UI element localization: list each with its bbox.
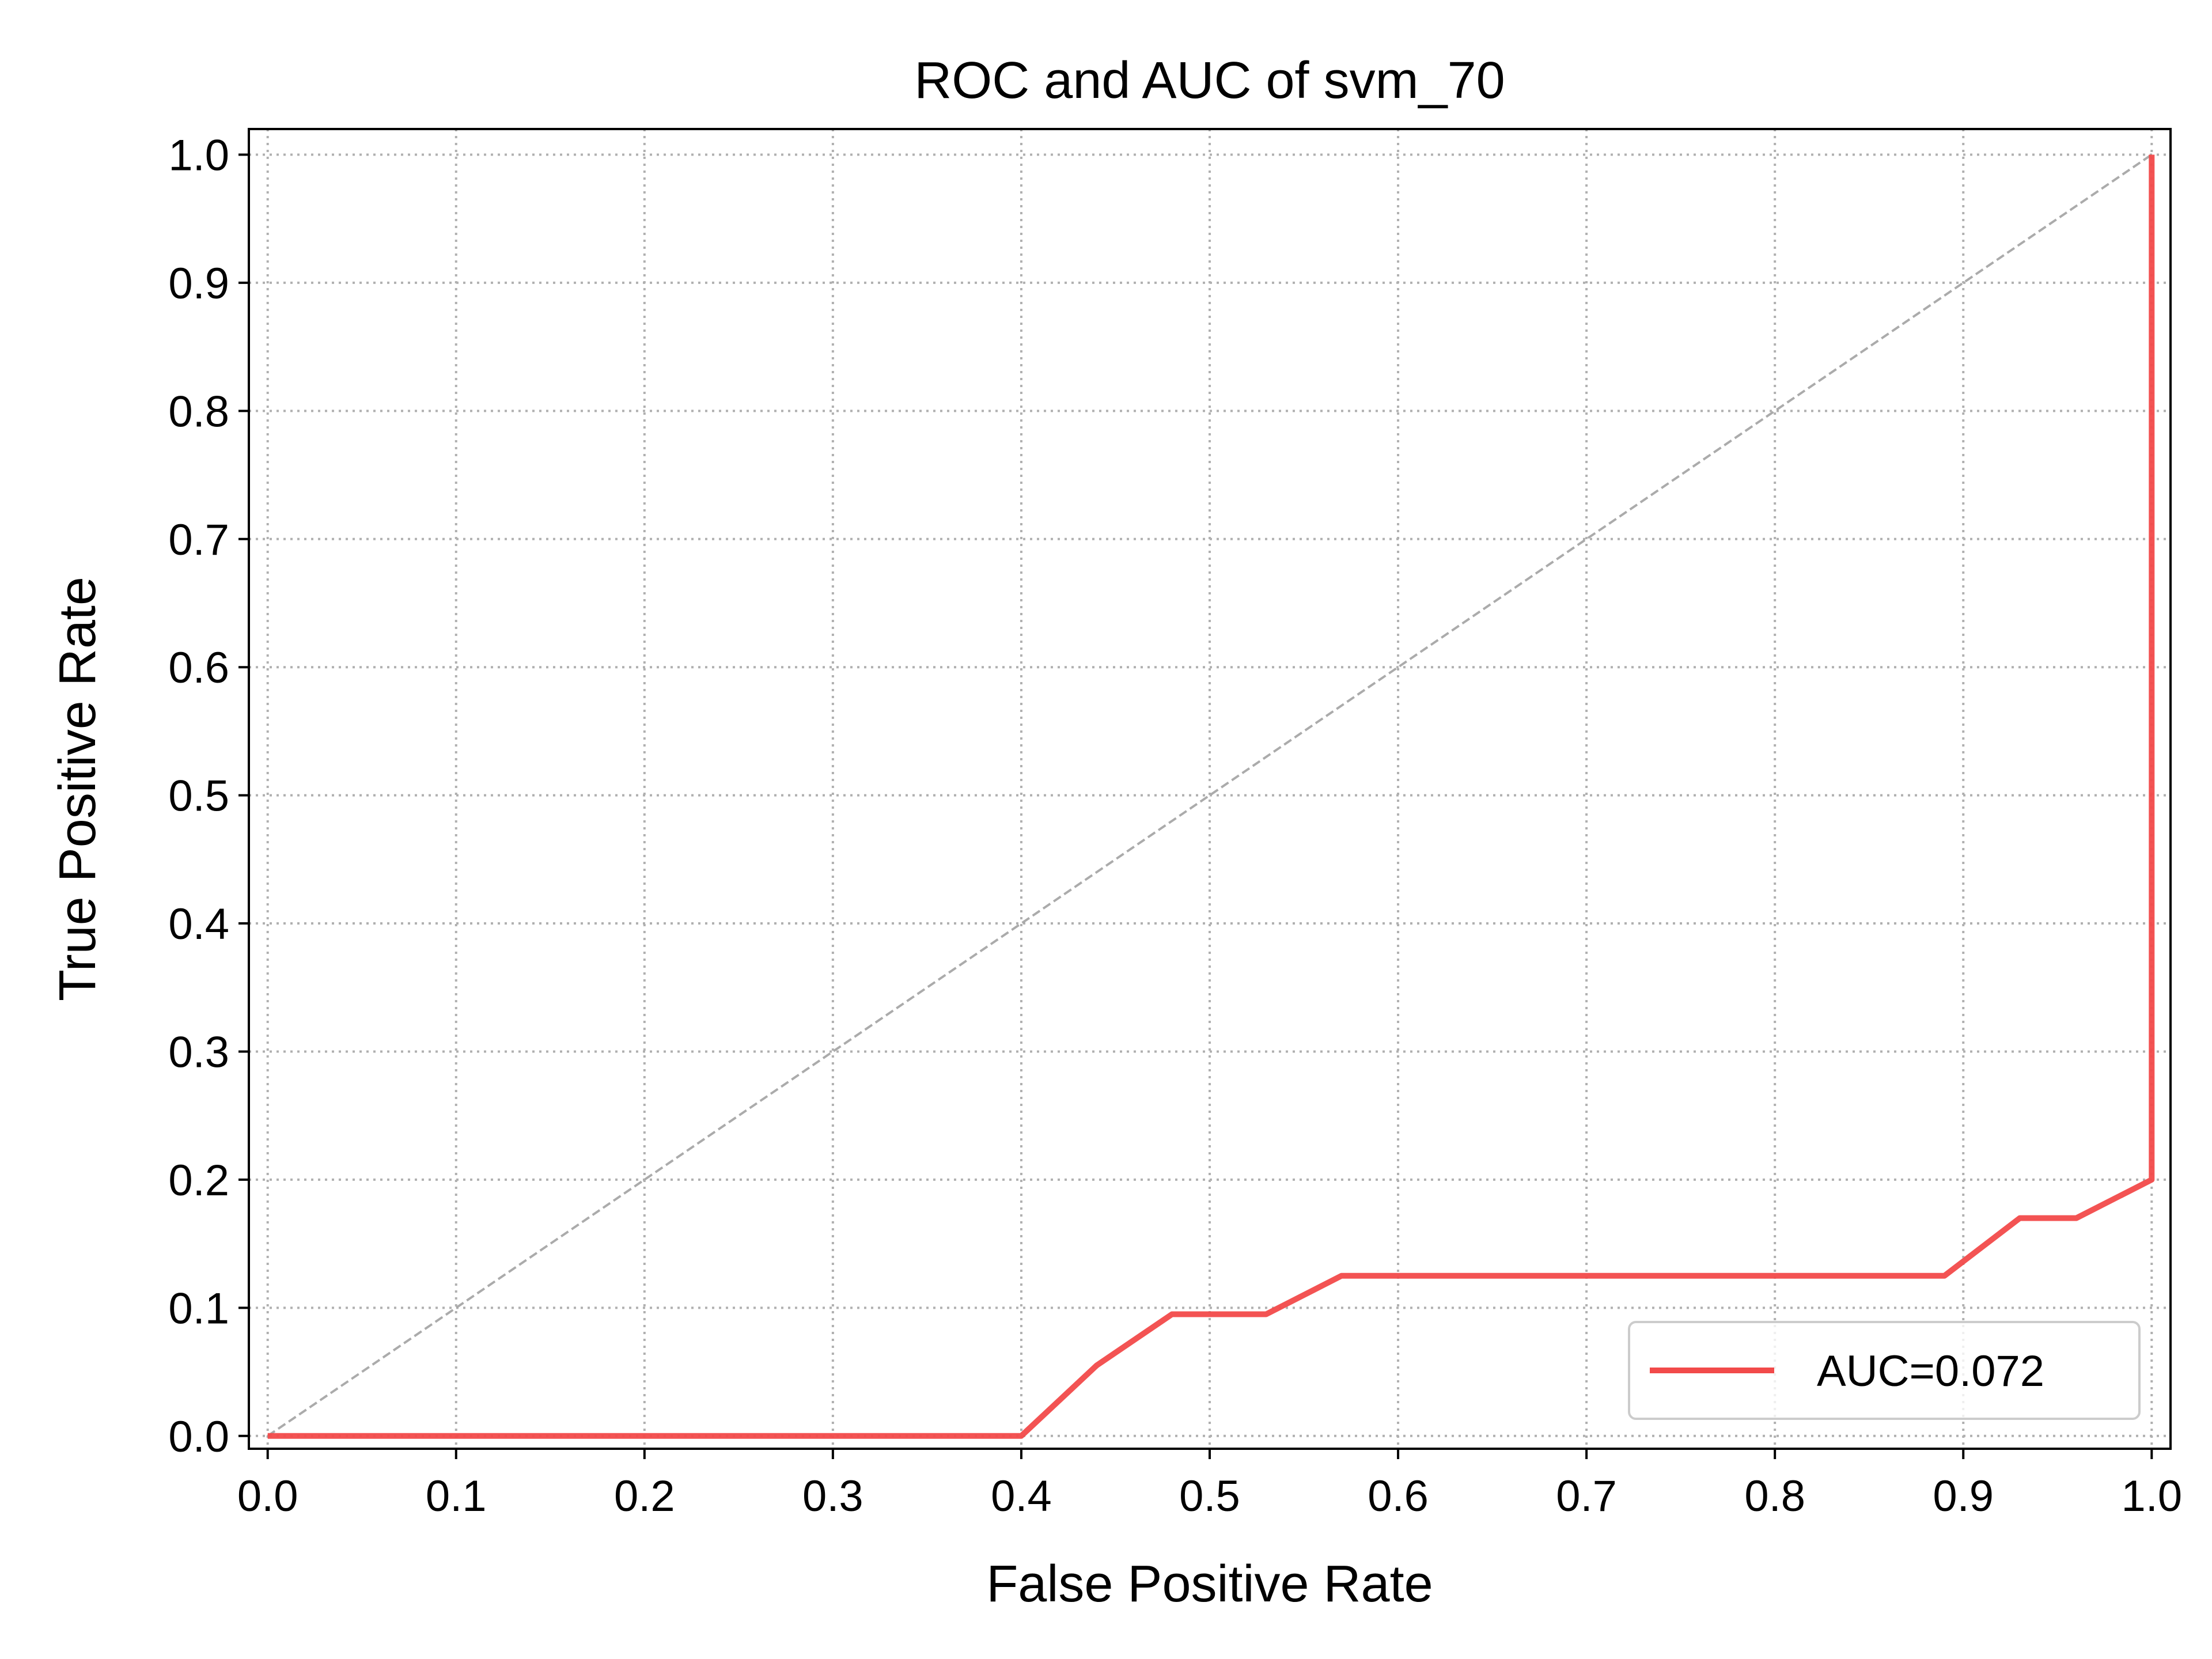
x-tick-label: 0.5 [1179,1472,1240,1521]
chart-title: ROC and AUC of svm_70 [914,52,1505,109]
roc-curve [267,154,2155,1439]
plot-series [267,153,2155,1439]
axis-ticks: 0.0 0.1 0.2 0.3 0.4 0.5 0.6 0.7 0.8 0.9 1.0 0.0 0.1 0… [168,131,2182,1521]
legend-label: AUC=0.072 [1817,1347,2044,1396]
x-tick-label: 0.2 [614,1472,675,1521]
x-tick-label: 0.0 [237,1472,298,1521]
y-tick-label: 0.7 [168,516,229,565]
x-tick-label: 0.8 [1744,1472,1805,1521]
x-tick-label: 0.1 [426,1472,487,1521]
y-tick-label: 1.0 [168,131,229,180]
y-tick-label: 0.4 [168,900,229,949]
x-tick-label: 1.0 [2121,1472,2182,1521]
y-tick-label: 0.6 [168,643,229,692]
grid [249,129,2171,1449]
x-tick-label: 0.6 [1368,1472,1429,1521]
y-tick-label: 0.3 [168,1028,229,1077]
x-tick-label: 0.3 [802,1472,863,1521]
y-axis-label: True Positive Rate [49,577,107,1001]
y-tick-label: 0.5 [168,772,229,821]
x-tick-label: 0.9 [1933,1472,1994,1521]
y-tick-label: 0.0 [168,1412,229,1461]
x-axis-label: False Positive Rate [986,1555,1433,1613]
legend-box [1628,1321,2141,1420]
x-tick-label: 0.7 [1556,1472,1617,1521]
x-tick-label: 0.4 [991,1472,1052,1521]
y-tick-label: 0.2 [168,1156,229,1205]
y-tick-label: 0.9 [168,259,229,308]
y-tick-label: 0.8 [168,387,229,436]
y-tick-label: 0.1 [168,1284,229,1333]
legend: AUC=0.072 [1628,1321,2141,1420]
